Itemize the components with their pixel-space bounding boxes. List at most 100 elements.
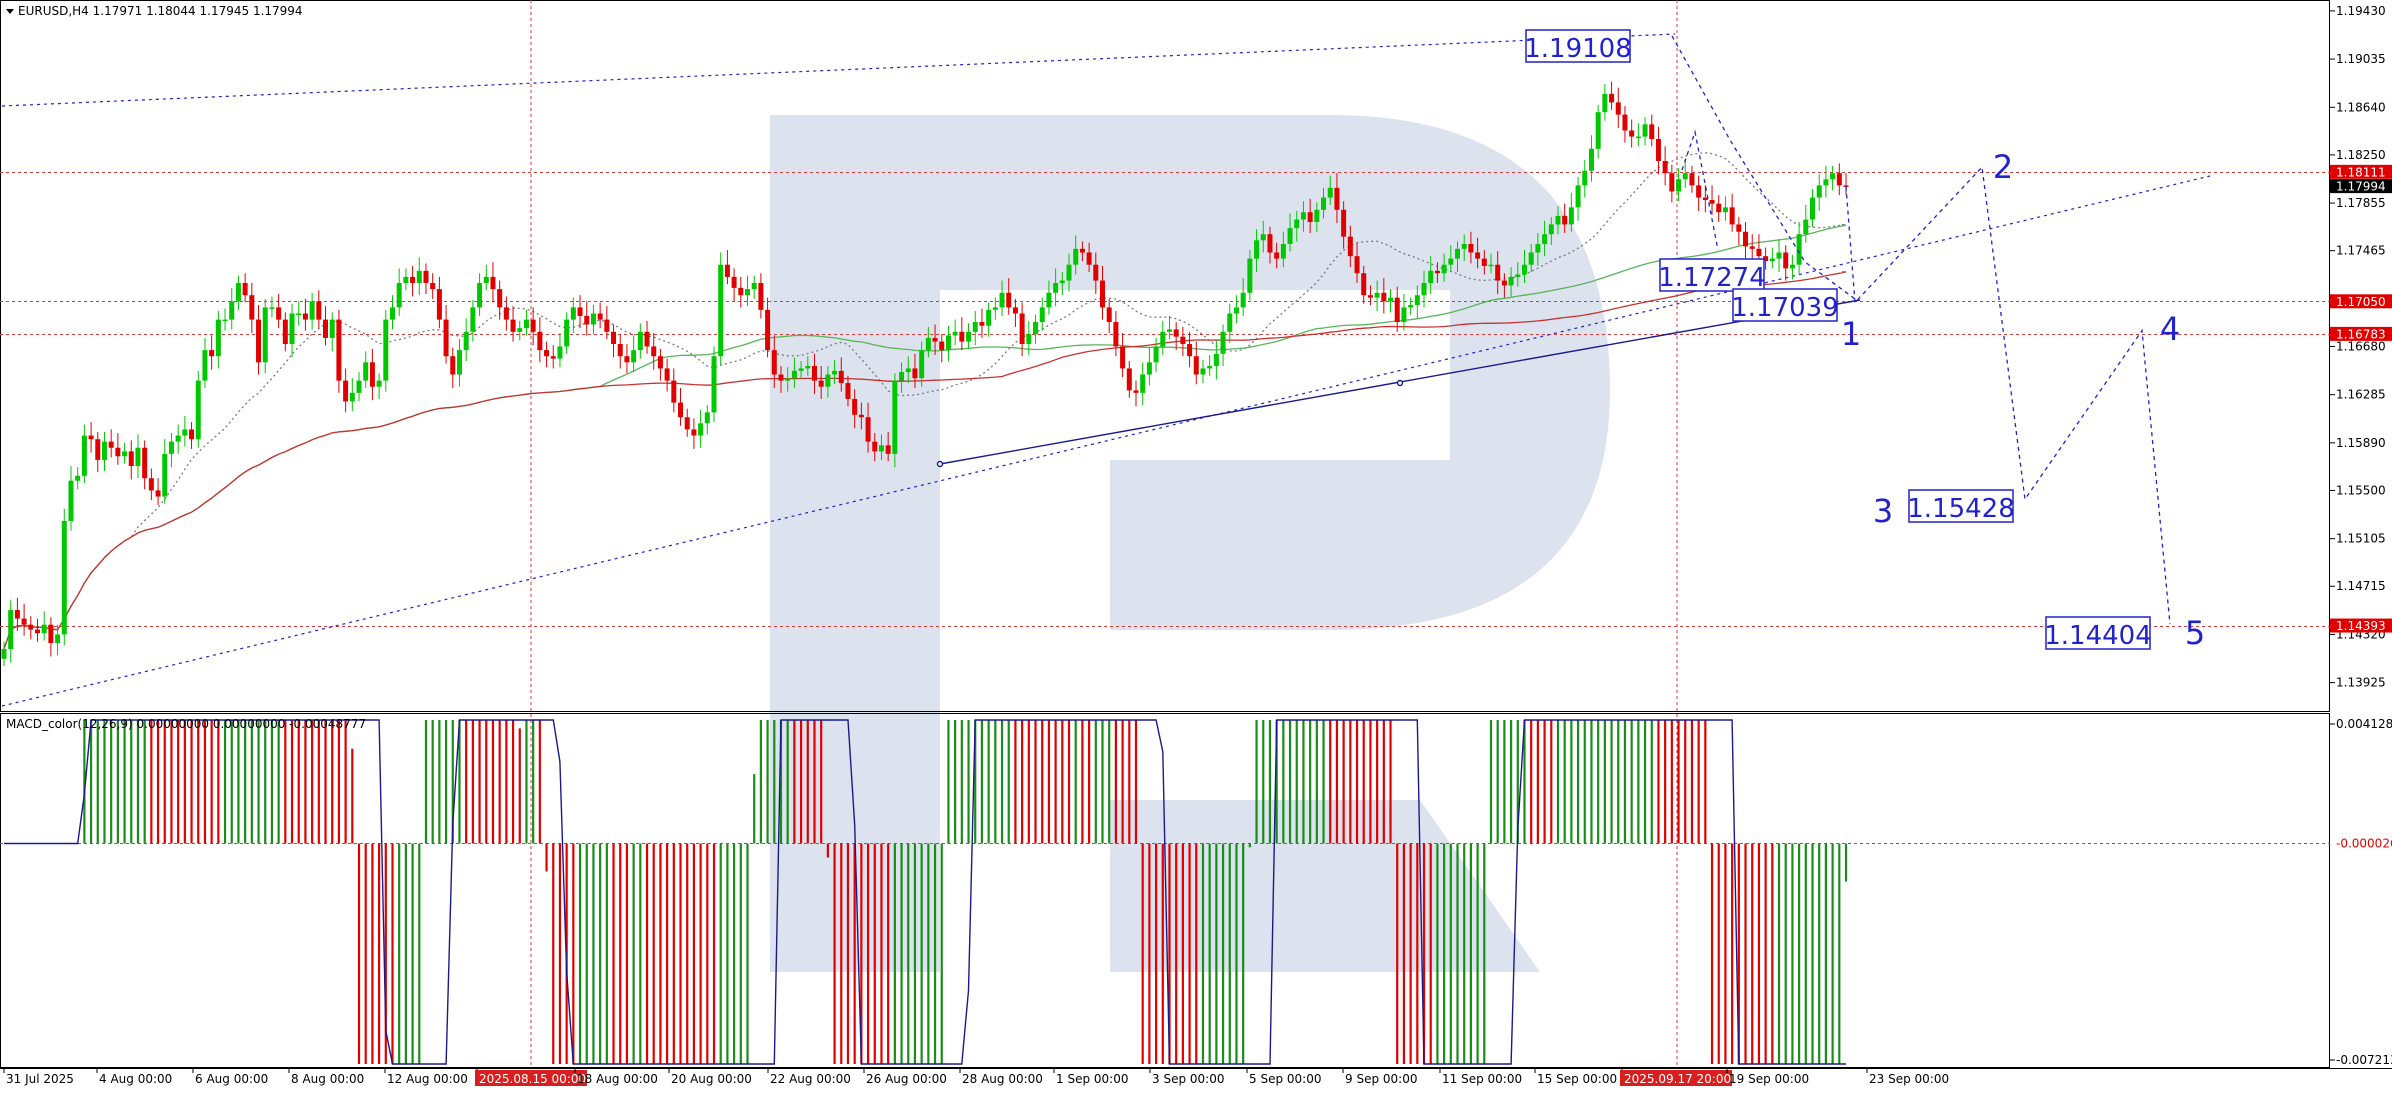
candle-body [329, 319, 335, 338]
candle-body [1743, 231, 1749, 247]
candle-body [537, 331, 543, 351]
candle-body [611, 331, 617, 345]
candle-body [209, 350, 215, 357]
candle-body [945, 335, 951, 351]
price-tick-label: 1.16285 [2336, 388, 2386, 402]
candle-body [1582, 170, 1588, 186]
candle-body [229, 301, 235, 320]
candle-body [1649, 124, 1655, 140]
wave-label-1: 1 [1841, 315, 1861, 353]
candle-body [1816, 185, 1822, 198]
candle-body [564, 319, 570, 347]
price-tick-label: 1.13925 [2336, 676, 2386, 690]
price-badge [2330, 326, 2392, 341]
candle-body [858, 414, 864, 418]
menu-triangle-icon[interactable] [6, 9, 14, 14]
candle-body [75, 475, 81, 481]
chart-header: EURUSD,H4 1.17971 1.18044 1.17945 1.1799… [6, 4, 366, 731]
candle-body [61, 520, 67, 635]
candle-body [55, 634, 61, 643]
candle-body [1086, 252, 1092, 265]
candle-body [68, 480, 74, 521]
candle-body [932, 337, 938, 342]
candle-body [1448, 258, 1454, 265]
candle-body [570, 307, 576, 320]
time-highlight-badge [1620, 1070, 1732, 1086]
candle-body [624, 356, 630, 363]
candle-body [48, 624, 54, 643]
candle-body [195, 380, 201, 440]
candle-body [1254, 240, 1260, 259]
candle-body [1421, 283, 1427, 296]
candle-body [838, 370, 844, 384]
candle-body [182, 429, 188, 436]
candle-body [1722, 207, 1728, 213]
candle-body [1528, 252, 1534, 265]
candle-body [1455, 248, 1461, 259]
candle-body [510, 319, 516, 332]
candle-body [637, 331, 643, 351]
candle-body [1689, 173, 1695, 186]
time-tick-label: 23 Sep 00:00 [1869, 1072, 1949, 1086]
candle-body [175, 435, 181, 442]
candle-body [189, 429, 195, 440]
candle-body [1113, 322, 1119, 347]
candle-body [1542, 234, 1548, 244]
candle-body [1434, 270, 1440, 274]
candle-body [1843, 185, 1849, 187]
candle-body [557, 346, 563, 359]
candle-body [34, 629, 40, 634]
wave-label-4: 4 [2160, 310, 2180, 348]
candle-body [1213, 353, 1219, 366]
candle-body [1568, 207, 1574, 225]
candle-body [403, 276, 409, 284]
candle-body [1769, 258, 1775, 262]
candle-body [1783, 252, 1789, 269]
candle-body [8, 610, 14, 650]
candle-body [979, 322, 985, 326]
candle-body [1468, 243, 1474, 253]
candle-body [651, 346, 657, 357]
candle-body [383, 319, 389, 381]
candle-body [925, 337, 931, 351]
candle-body [584, 315, 590, 325]
candle-body [1361, 273, 1367, 296]
candle-body [343, 380, 349, 402]
candle-body [1716, 203, 1722, 213]
candle-body [168, 441, 174, 454]
candle-body [966, 331, 972, 342]
candle-body [1187, 344, 1193, 357]
candle-body [1267, 234, 1273, 253]
price-label-low-a-text: 1.17274 [1658, 263, 1766, 293]
candle-body [530, 319, 536, 332]
price-tick-label: 1.19035 [2336, 52, 2386, 66]
candle-body [1763, 256, 1769, 262]
candle-body [1079, 248, 1085, 253]
candle-body [999, 292, 1005, 308]
candle-body [477, 283, 483, 308]
wave-label-3: 3 [1873, 492, 1893, 530]
candle-body [1347, 236, 1353, 257]
candle-body [356, 380, 362, 393]
candle-body [1508, 276, 1514, 286]
time-tick-label: 2025.08.15 00:00 [479, 1072, 586, 1086]
candle-body [878, 445, 884, 452]
candle-body [718, 264, 724, 357]
candle-body [1481, 258, 1487, 266]
candle-body [758, 283, 764, 310]
candle-body [503, 307, 509, 320]
candle-body [1475, 252, 1481, 259]
time-tick-label: 4 Aug 00:00 [99, 1072, 172, 1086]
candle-body [148, 478, 154, 491]
candle-body [490, 276, 496, 290]
candle-body [416, 270, 422, 284]
candle-body [597, 313, 603, 320]
candle-body [1615, 102, 1621, 115]
candle-body [256, 319, 262, 363]
candle-body [1495, 264, 1501, 281]
candle-body [1588, 148, 1594, 171]
candle-body [1381, 292, 1387, 302]
candle-body [517, 328, 523, 332]
candle-body [1227, 313, 1233, 332]
